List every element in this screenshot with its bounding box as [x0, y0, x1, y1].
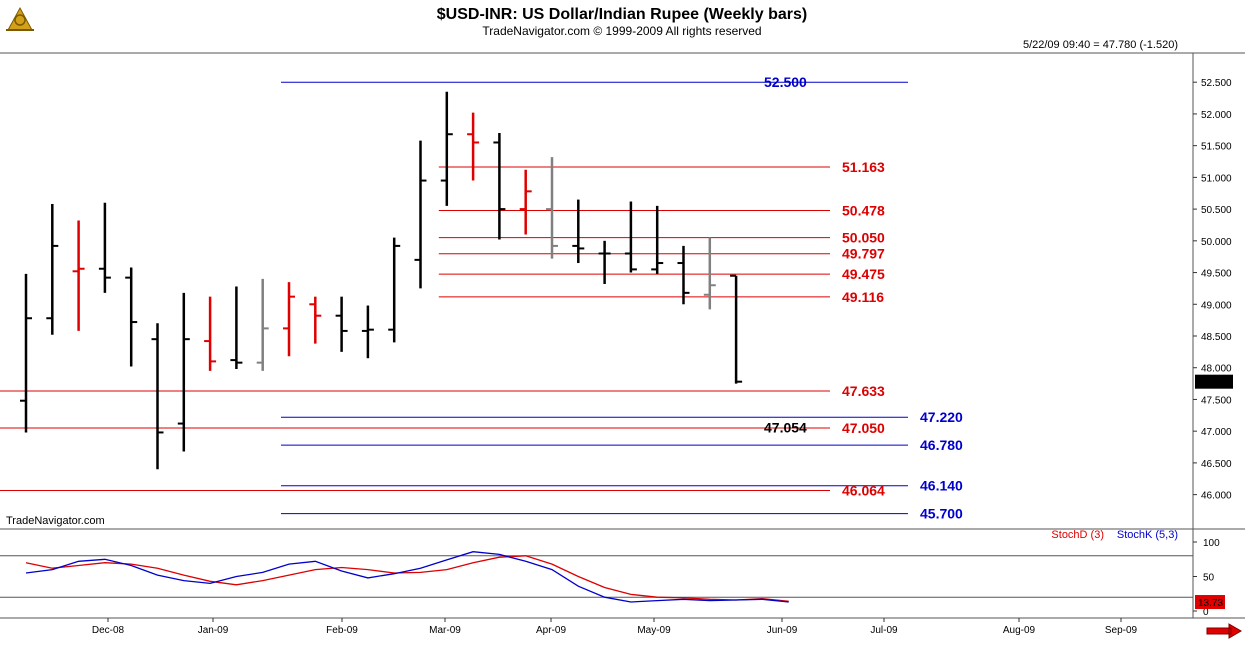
stochastic-series-line [25, 555, 789, 602]
price-bars [20, 91, 743, 470]
legend-stochk: StochK (5,3) [1117, 529, 1178, 541]
level-label: 50.050 [842, 230, 885, 246]
sextant-logo-icon [3, 2, 37, 34]
price-tick-label: 50.000 [1201, 237, 1232, 248]
date-tick-label: Dec-08 [92, 625, 125, 636]
stochastic-axis: 100 50 013.73 [1193, 538, 1225, 618]
date-tick-label: May-09 [637, 625, 671, 636]
stoch-last-box [1195, 595, 1225, 610]
value-annotation: 47.054 [764, 420, 807, 436]
price-tick-label: 51.500 [1201, 142, 1232, 153]
level-label: 50.478 [842, 202, 885, 218]
price-tick-label: 49.000 [1201, 300, 1232, 311]
price-tick-label: 48.500 [1201, 332, 1232, 343]
level-label: 47.220 [920, 409, 963, 425]
stochastic-legend: StochD (3) StochK (5,3) [1051, 529, 1178, 541]
price-tick-label: 46.000 [1201, 491, 1232, 502]
right-arrow-icon[interactable] [1206, 623, 1242, 639]
date-tick-label: Jan-09 [198, 625, 229, 636]
price-tick-label: 49.500 [1201, 269, 1232, 280]
level-label: 46.064 [842, 483, 885, 499]
stoch-last-label: 13.73 [1198, 598, 1223, 609]
date-tick-label: Apr-09 [536, 625, 566, 636]
level-label: 51.163 [842, 159, 885, 175]
level-label: 49.475 [842, 266, 885, 282]
level-label: 47.633 [842, 383, 885, 399]
last-price-label: 47.780 [1198, 378, 1229, 389]
date-tick-label: Aug-09 [1003, 625, 1036, 636]
date-tick-label: Jun-09 [767, 625, 798, 636]
price-tick-label: 52.500 [1201, 78, 1232, 89]
stoch-tick-label: 50 [1203, 573, 1215, 584]
date-tick-label: Sep-09 [1105, 625, 1138, 636]
level-label: 52.500 [764, 74, 807, 90]
price-tick-label: 47.500 [1201, 395, 1232, 406]
level-label: 49.116 [842, 289, 884, 305]
date-tick-label: Mar-09 [429, 625, 461, 636]
stochastic-series-line [25, 551, 789, 603]
chart-title: $USD-INR: US Dollar/Indian Rupee (Weekly… [437, 6, 807, 23]
price-tick-label: 46.500 [1201, 459, 1232, 470]
price-axis: 52.500 52.000 51.500 51.000 50.500 50.000 49.5… [1193, 78, 1232, 502]
level-label: 49.797 [842, 246, 885, 262]
price-tick-label: 52.000 [1201, 110, 1232, 121]
date-tick-label: Feb-09 [326, 625, 358, 636]
date-axis: Dec-08 Jan-09 Feb-09 Mar-09 Apr-09 May-09 Jun-… [92, 618, 1138, 636]
last-price-tag: 47.780 [1195, 374, 1233, 389]
price-tick-label: 51.000 [1201, 173, 1232, 184]
watermark-text: TradeNavigator.com [6, 515, 105, 527]
stoch-tick-label: 0 [1203, 607, 1209, 618]
level-label: 46.140 [920, 478, 963, 494]
level-label: 46.780 [920, 437, 963, 453]
stoch-tick-label: 100 [1203, 538, 1220, 549]
level-label: 45.700 [920, 506, 963, 522]
date-tick-label: Jul-09 [870, 625, 898, 636]
annotations: 47.054 [764, 420, 807, 436]
legend-stochd: StochD (3) [1051, 529, 1104, 541]
price-tick-label: 48.000 [1201, 364, 1232, 375]
last-quote-readout: 5/22/09 09:40 = 47.780 (-1.520) [1023, 39, 1178, 51]
chart-subtitle: TradeNavigator.com © 1999-2009 All right… [482, 24, 761, 38]
level-label: 47.050 [842, 420, 885, 436]
price-tick-label: 50.500 [1201, 205, 1232, 216]
price-tick-label: 47.000 [1201, 427, 1232, 438]
stochastic-panel [0, 551, 1193, 603]
last-price-box [1195, 374, 1233, 389]
